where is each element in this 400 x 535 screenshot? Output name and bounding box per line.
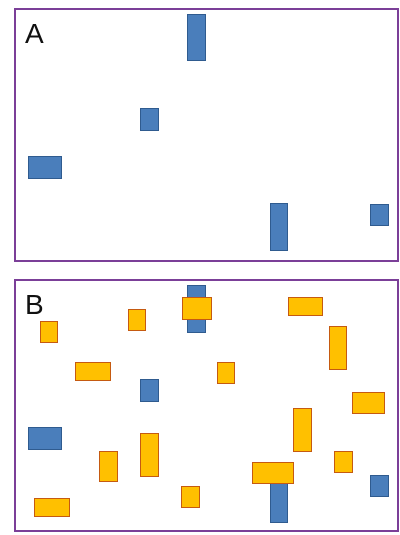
- blue-rectangle: [270, 203, 288, 251]
- yellow-rectangle: [352, 392, 385, 414]
- yellow-rectangle: [293, 408, 312, 452]
- panel-b: B: [14, 279, 399, 532]
- blue-rectangle: [28, 427, 62, 450]
- yellow-rectangle: [40, 321, 58, 343]
- panel-b-label: B: [25, 289, 44, 320]
- blue-rectangle: [187, 14, 206, 61]
- yellow-rectangle: [75, 362, 111, 381]
- yellow-rectangle: [288, 297, 323, 316]
- yellow-rectangle: [334, 451, 353, 473]
- blue-rectangle: [370, 475, 389, 497]
- yellow-rectangle: [128, 309, 146, 331]
- panel-a-label: A: [25, 18, 44, 49]
- yellow-rectangle: [252, 462, 294, 484]
- panel-a: A: [14, 8, 399, 262]
- blue-rectangle: [140, 379, 159, 402]
- yellow-rectangle: [140, 433, 159, 477]
- yellow-rectangle: [181, 486, 200, 508]
- yellow-rectangle: [34, 498, 70, 517]
- yellow-rectangle: [99, 451, 118, 482]
- yellow-rectangle: [329, 326, 347, 370]
- yellow-rectangle: [217, 362, 235, 384]
- blue-rectangle: [140, 108, 159, 131]
- blue-rectangle: [28, 156, 62, 179]
- yellow-rectangle: [182, 297, 212, 320]
- blue-rectangle: [370, 204, 389, 226]
